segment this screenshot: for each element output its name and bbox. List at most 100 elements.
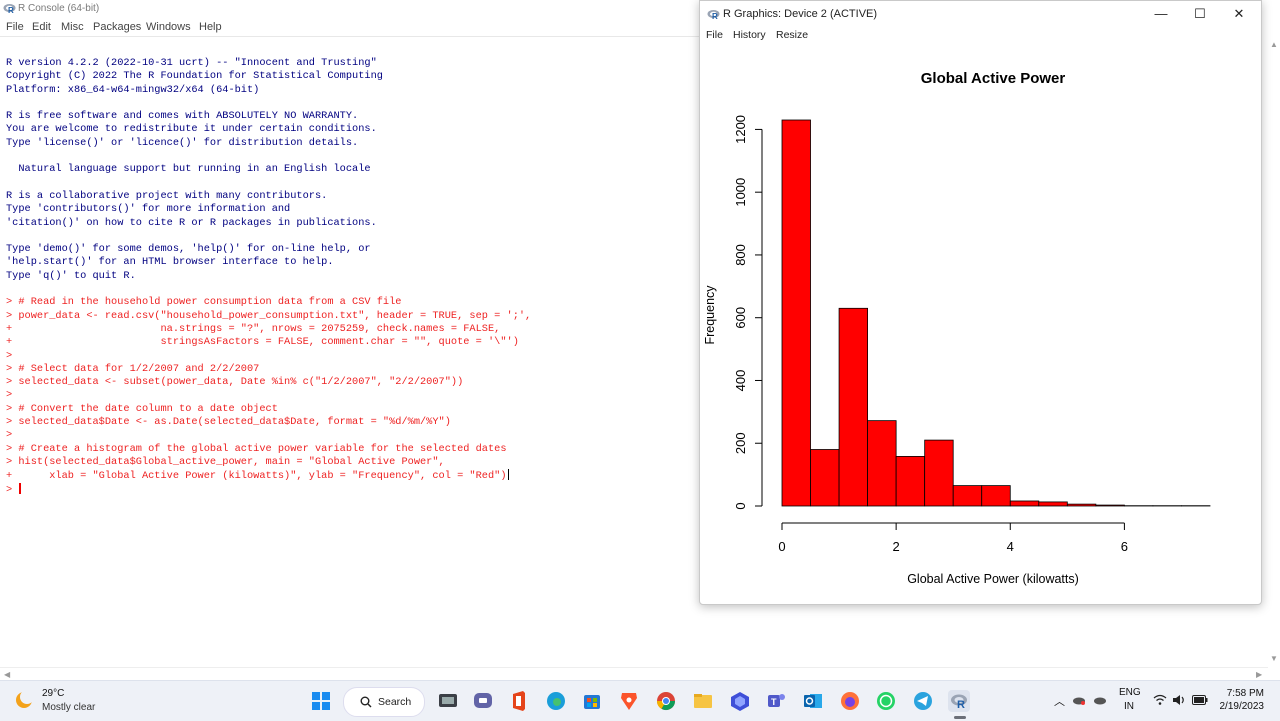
chevron-up-icon[interactable]: ︿ — [1054, 693, 1065, 709]
clock-date: 2/19/2023 — [1220, 700, 1265, 713]
prompt-cursor[interactable] — [19, 483, 21, 494]
console-input-line: > # Convert the date column to a date ob… — [6, 403, 696, 416]
x-tick-label: 2 — [893, 539, 900, 554]
console-title: R Console (64-bit) — [18, 3, 99, 14]
y-tick-label: 1200 — [733, 115, 748, 144]
edge-icon[interactable] — [545, 690, 567, 712]
taskbar-search[interactable]: Search — [343, 687, 425, 717]
console-input-line: > — [6, 350, 696, 363]
chart-title: Global Active Power — [921, 70, 1066, 87]
console-output-line — [6, 97, 696, 110]
text-cursor — [508, 469, 509, 480]
histogram-bar — [1096, 505, 1125, 506]
clock[interactable]: 7:58 PM 2/19/2023 — [1220, 687, 1265, 713]
console-output-line: Natural language support but running in … — [6, 163, 696, 176]
brave-icon[interactable] — [618, 690, 640, 712]
battery-icon[interactable] — [1192, 695, 1208, 705]
console-input-line: > # Read in the household power consumpt… — [6, 296, 696, 309]
graphics-menu-file[interactable]: File — [706, 29, 723, 41]
scroll-right-icon[interactable]: ▶ — [1256, 670, 1262, 679]
vertical-scrollbar[interactable]: ▲ ▼ — [1268, 37, 1280, 667]
console-input-line: > — [6, 429, 696, 442]
wifi-icon[interactable] — [1153, 694, 1167, 706]
menu-help[interactable]: Help — [199, 21, 222, 33]
x-tick-label: 4 — [1007, 539, 1014, 554]
scroll-up-icon[interactable]: ▲ — [1270, 41, 1278, 49]
console-output-line — [6, 283, 696, 296]
active-app-indicator — [954, 716, 966, 719]
r-logo-icon: R — [3, 3, 16, 14]
console-input-line: + xlab = "Global Active Power (kilowatts… — [6, 469, 696, 482]
chrome-icon[interactable] — [655, 690, 677, 712]
menu-windows[interactable]: Windows — [146, 21, 191, 33]
teams-chat-icon[interactable] — [472, 690, 494, 712]
maximize-icon[interactable]: ☐ — [1185, 5, 1215, 23]
histogram-bar — [1010, 501, 1039, 506]
language-top[interactable]: ENG — [1119, 687, 1141, 698]
console-output-line: Type 'q()' to quit R. — [6, 270, 696, 283]
console-input-line: > hist(selected_data$Global_active_power… — [6, 456, 696, 469]
weather-desc[interactable]: Mostly clear — [42, 702, 95, 713]
teams-icon[interactable]: T — [765, 690, 787, 712]
console-input-line: > power_data <- read.csv("household_powe… — [6, 310, 696, 323]
console-output-line: R is a collaborative project with many c… — [6, 190, 696, 203]
graphics-titlebar[interactable]: R R Graphics: Device 2 (ACTIVE) — ☐ ✕ — [700, 1, 1261, 27]
search-icon — [360, 696, 372, 708]
x-tick-label: 6 — [1121, 539, 1128, 554]
svg-text:R: R — [957, 699, 965, 711]
menu-packages[interactable]: Packages — [93, 21, 141, 33]
menu-edit[interactable]: Edit — [32, 21, 51, 33]
menu-misc[interactable]: Misc — [61, 21, 84, 33]
histogram-bar — [839, 308, 868, 506]
office-icon[interactable] — [508, 690, 530, 712]
y-tick-label: 200 — [733, 432, 748, 454]
console-input-line: > selected_data <- subset(power_data, Da… — [6, 376, 696, 389]
menu-file[interactable]: File — [6, 21, 24, 33]
console-output-line: 'help.start()' for an HTML browser inter… — [6, 256, 696, 269]
close-icon[interactable]: ✕ — [1224, 5, 1254, 23]
horizontal-scrollbar[interactable]: ◀ ▶ — [0, 667, 1268, 681]
start-icon[interactable] — [310, 690, 332, 712]
console-output-line: 'citation()' on how to cite R or R packa… — [6, 217, 696, 230]
taskbar: 29°C Mostly clear Search T R ︿ ENG IN 7:… — [0, 680, 1280, 721]
weather-temp[interactable]: 29°C — [42, 688, 64, 699]
onedrive-icon[interactable] — [1072, 695, 1086, 705]
console-output-line: R version 4.2.2 (2022-10-31 ucrt) -- "In… — [6, 57, 696, 70]
store-icon[interactable] — [581, 690, 603, 712]
console-input-line: > — [6, 389, 696, 402]
console-output-line: You are welcome to redistribute it under… — [6, 123, 696, 136]
x-tick-label: 0 — [778, 539, 785, 554]
x-axis-label: Global Active Power (kilowatts) — [907, 572, 1079, 586]
console-output-line: Copyright (C) 2022 The R Foundation for … — [6, 70, 696, 83]
scroll-left-icon[interactable]: ◀ — [4, 670, 10, 679]
task-view-icon[interactable] — [437, 690, 459, 712]
graphics-menu-resize[interactable]: Resize — [776, 29, 808, 41]
histogram-bar — [782, 120, 811, 506]
volume-icon[interactable] — [1172, 694, 1186, 706]
minimize-icon[interactable]: — — [1146, 5, 1176, 23]
histogram-bar — [868, 421, 897, 506]
console-input-line: > selected_data$Date <- as.Date(selected… — [6, 416, 696, 429]
firefox-icon[interactable] — [839, 690, 861, 712]
scroll-down-icon[interactable]: ▼ — [1270, 655, 1278, 663]
moon-cloud-icon — [14, 690, 34, 710]
outlook-icon[interactable] — [802, 690, 824, 712]
virtualbox-icon[interactable] — [729, 690, 751, 712]
console-output[interactable]: R version 4.2.2 (2022-10-31 ucrt) -- "In… — [6, 57, 696, 496]
r-app-icon[interactable]: R — [948, 690, 970, 712]
console-output-line — [6, 230, 696, 243]
console-output-line: Type 'demo()' for some demos, 'help()' f… — [6, 243, 696, 256]
cloud-icon[interactable] — [1093, 695, 1107, 705]
language-bottom[interactable]: IN — [1124, 701, 1134, 712]
svg-text:R: R — [8, 6, 14, 14]
graphics-window[interactable]: R R Graphics: Device 2 (ACTIVE) — ☐ ✕ Fi… — [699, 0, 1262, 605]
whatsapp-icon[interactable] — [875, 690, 897, 712]
telegram-icon[interactable] — [912, 690, 934, 712]
graphics-menu-history[interactable]: History — [733, 29, 766, 41]
console-output-line: Type 'license()' or 'licence()' for dist… — [6, 137, 696, 150]
file-explorer-icon[interactable] — [692, 690, 714, 712]
console-menubar: File Edit Misc Packages Windows Help — [0, 19, 700, 37]
console-input-line: + stringsAsFactors = FALSE, comment.char… — [6, 336, 696, 349]
clock-time: 7:58 PM — [1220, 687, 1265, 700]
histogram-bar — [953, 486, 982, 506]
